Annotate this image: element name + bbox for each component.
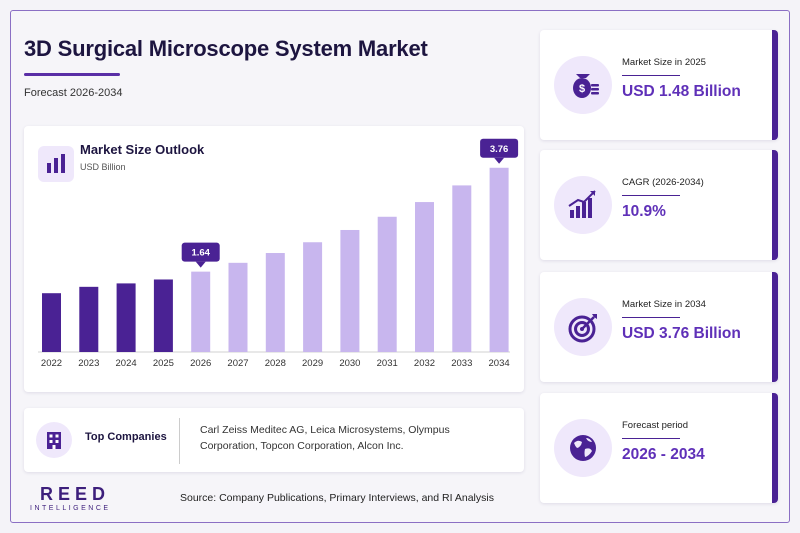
stat-label: Forecast period — [622, 420, 689, 431]
divider — [179, 418, 180, 464]
stat-underline — [622, 195, 680, 196]
bar-chart: 2022 2023 2024 2025 2026 1.64 2027 2028 2029 2030… — [38, 138, 519, 369]
top-companies-card: Top Companies Carl Zeiss Meditec AG, Lei… — [24, 408, 524, 472]
x-tick-label: 2024 — [116, 358, 137, 369]
stat-value: USD 3.76 Billion — [622, 325, 741, 342]
data-callout-2034: 3.76 — [480, 138, 519, 164]
bar-2026 — [191, 271, 211, 352]
data-callout-2026: 1.64 — [181, 242, 220, 268]
bar-2024 — [116, 283, 136, 352]
stat-value: 10.9% — [622, 203, 666, 220]
x-tick-label: 2025 — [153, 358, 174, 369]
bar-2027 — [228, 262, 248, 352]
bar-2029 — [303, 242, 323, 352]
bar-2025 — [153, 279, 173, 352]
top-companies-label: Top Companies — [85, 431, 167, 443]
x-tick-label: 2034 — [489, 358, 510, 369]
stat-value: 2026 - 2034 — [622, 446, 705, 463]
x-tick-label: 2027 — [227, 358, 248, 369]
stat-label: Market Size in 2025 — [622, 57, 706, 68]
svg-text:$: $ — [579, 83, 585, 95]
x-tick-label: 2030 — [339, 358, 360, 369]
stat-card-market-2034: Market Size in 2034 USD 3.76 Billion — [540, 272, 778, 382]
growth-chart-icon — [554, 176, 612, 234]
title-underline — [24, 73, 120, 76]
bar-2022 — [42, 293, 61, 352]
x-tick-label: 2026 — [190, 358, 211, 369]
source-note: Source: Company Publications, Primary In… — [180, 492, 494, 504]
bar-chart-icon — [38, 146, 74, 182]
page-title: 3D Surgical Microscope System Market — [24, 36, 428, 61]
x-tick-label: 2031 — [377, 358, 398, 369]
target-icon — [554, 298, 612, 356]
stat-card-market-2025: $ Market Size in 2025 USD 1.48 Billion — [540, 30, 778, 140]
x-tick-label: 2022 — [41, 358, 62, 369]
stat-underline — [622, 438, 680, 439]
x-tick-label: 2032 — [414, 358, 435, 369]
x-tick-label: 2028 — [265, 358, 286, 369]
chart-card: 2022 2023 2024 2025 2026 1.64 2027 2028 2029 2030… — [24, 126, 524, 392]
bar-2030 — [340, 229, 360, 352]
bar-2033 — [452, 185, 472, 352]
money-bag-icon: $ — [554, 56, 612, 114]
x-tick-label: 2029 — [302, 358, 323, 369]
stat-underline — [622, 317, 680, 318]
stat-card-forecast-period: Forecast period 2026 - 2034 — [540, 393, 778, 503]
chart-unit: USD Billion — [80, 162, 126, 172]
data-label: 1.64 — [191, 248, 210, 259]
bar-2028 — [265, 253, 285, 352]
stat-underline — [622, 75, 680, 76]
stat-label: CAGR (2026-2034) — [622, 177, 704, 188]
top-companies-list: Carl Zeiss Meditec AG, Leica Microsystem… — [200, 424, 450, 452]
bar-2023 — [79, 286, 99, 352]
bar-2031 — [377, 216, 397, 352]
data-label: 3.76 — [490, 144, 509, 155]
building-icon — [36, 422, 72, 458]
stat-label: Market Size in 2034 — [622, 299, 706, 310]
globe-icon — [554, 419, 612, 477]
bar-2034 — [489, 167, 509, 352]
stat-card-cagr: CAGR (2026-2034) 10.9% — [540, 150, 778, 260]
logo-wordmark: REED — [40, 484, 111, 504]
page-subtitle: Forecast 2026-2034 — [24, 87, 123, 99]
chart-title: Market Size Outlook — [80, 142, 205, 157]
bar-2032 — [415, 202, 434, 352]
logo-tagline: INTELLIGENCE — [30, 505, 111, 512]
x-tick-label: 2033 — [451, 358, 472, 369]
x-tick-label: 2023 — [78, 358, 99, 369]
stat-value: USD 1.48 Billion — [622, 83, 741, 100]
